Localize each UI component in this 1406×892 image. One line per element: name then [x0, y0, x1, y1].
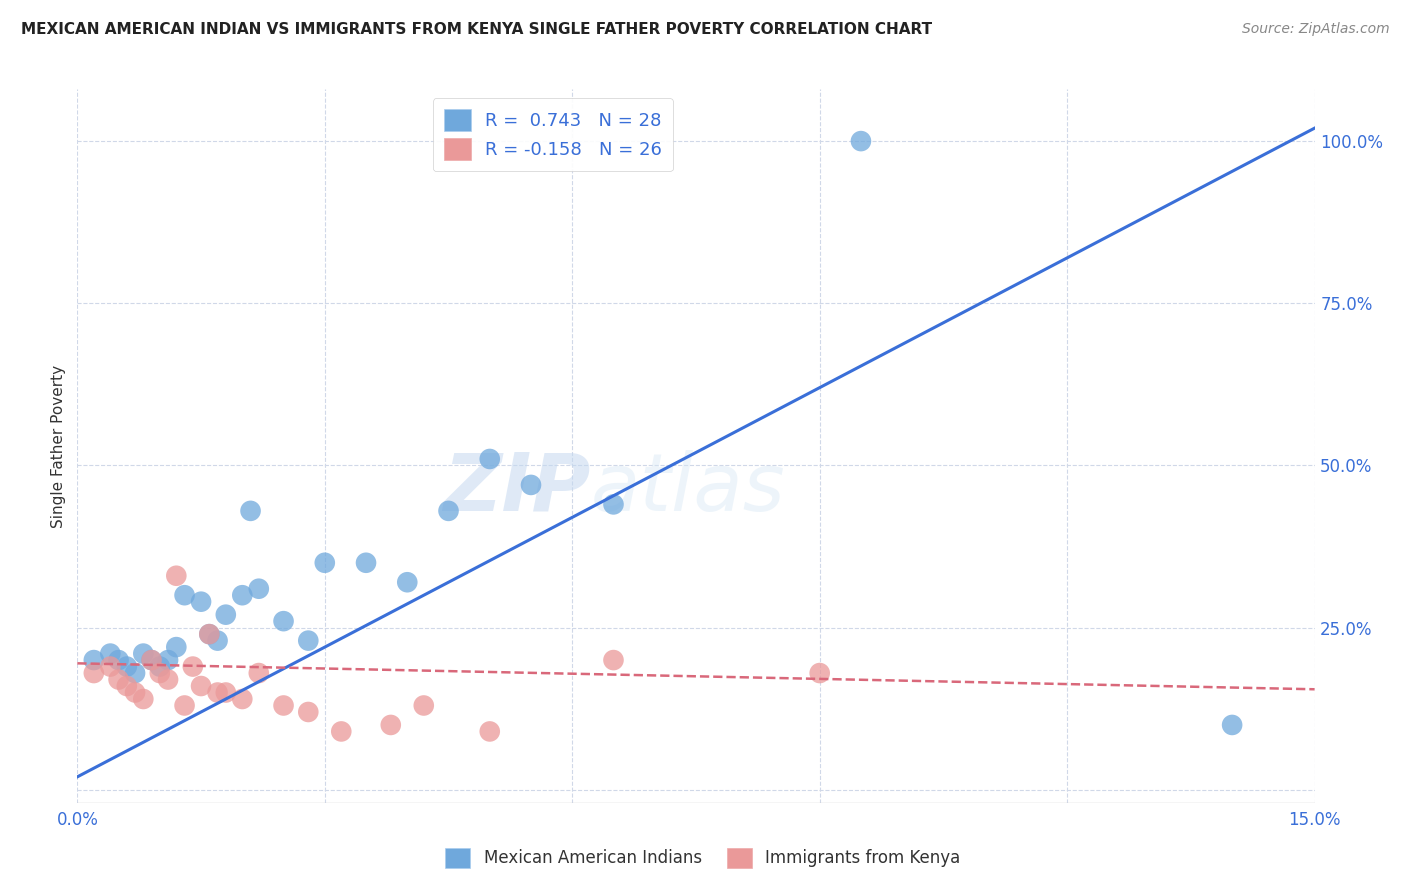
- Point: [132, 692, 155, 706]
- Point: [83, 653, 105, 667]
- Point: [190, 679, 212, 693]
- Point: [115, 679, 138, 693]
- Point: [132, 647, 155, 661]
- Point: [520, 478, 543, 492]
- Point: [207, 685, 229, 699]
- Point: [314, 556, 336, 570]
- Point: [173, 698, 195, 713]
- Y-axis label: Single Father Poverty: Single Father Poverty: [51, 365, 66, 527]
- Legend: R =  0.743   N = 28, R = -0.158   N = 26: R = 0.743 N = 28, R = -0.158 N = 26: [433, 98, 673, 171]
- Point: [124, 685, 146, 699]
- Point: [198, 627, 221, 641]
- Point: [115, 659, 138, 673]
- Point: [181, 659, 204, 673]
- Point: [808, 666, 831, 681]
- Point: [141, 653, 163, 667]
- Point: [330, 724, 353, 739]
- Point: [231, 588, 253, 602]
- Point: [396, 575, 419, 590]
- Point: [1220, 718, 1243, 732]
- Point: [157, 673, 180, 687]
- Point: [273, 698, 295, 713]
- Point: [157, 653, 180, 667]
- Point: [478, 724, 501, 739]
- Point: [602, 653, 624, 667]
- Point: [478, 452, 501, 467]
- Point: [849, 134, 872, 148]
- Point: [190, 595, 212, 609]
- Point: [149, 659, 172, 673]
- Text: Source: ZipAtlas.com: Source: ZipAtlas.com: [1241, 22, 1389, 37]
- Point: [602, 497, 624, 511]
- Point: [124, 666, 146, 681]
- Point: [231, 692, 253, 706]
- Point: [297, 633, 319, 648]
- Point: [173, 588, 195, 602]
- Point: [297, 705, 319, 719]
- Point: [437, 504, 460, 518]
- Text: ZIP: ZIP: [443, 450, 591, 528]
- Text: MEXICAN AMERICAN INDIAN VS IMMIGRANTS FROM KENYA SINGLE FATHER POVERTY CORRELATI: MEXICAN AMERICAN INDIAN VS IMMIGRANTS FR…: [21, 22, 932, 37]
- Point: [165, 640, 187, 654]
- Point: [380, 718, 402, 732]
- Point: [83, 666, 105, 681]
- Point: [354, 556, 377, 570]
- Point: [149, 666, 172, 681]
- Point: [239, 504, 262, 518]
- Point: [247, 582, 270, 596]
- Point: [198, 627, 221, 641]
- Point: [215, 685, 238, 699]
- Point: [141, 653, 163, 667]
- Point: [98, 647, 121, 661]
- Point: [412, 698, 434, 713]
- Point: [247, 666, 270, 681]
- Text: atlas: atlas: [591, 450, 786, 528]
- Point: [165, 568, 187, 582]
- Point: [107, 653, 129, 667]
- Point: [107, 673, 129, 687]
- Point: [273, 614, 295, 628]
- Point: [207, 633, 229, 648]
- Point: [98, 659, 121, 673]
- Point: [215, 607, 238, 622]
- Legend: Mexican American Indians, Immigrants from Kenya: Mexican American Indians, Immigrants fro…: [439, 841, 967, 875]
